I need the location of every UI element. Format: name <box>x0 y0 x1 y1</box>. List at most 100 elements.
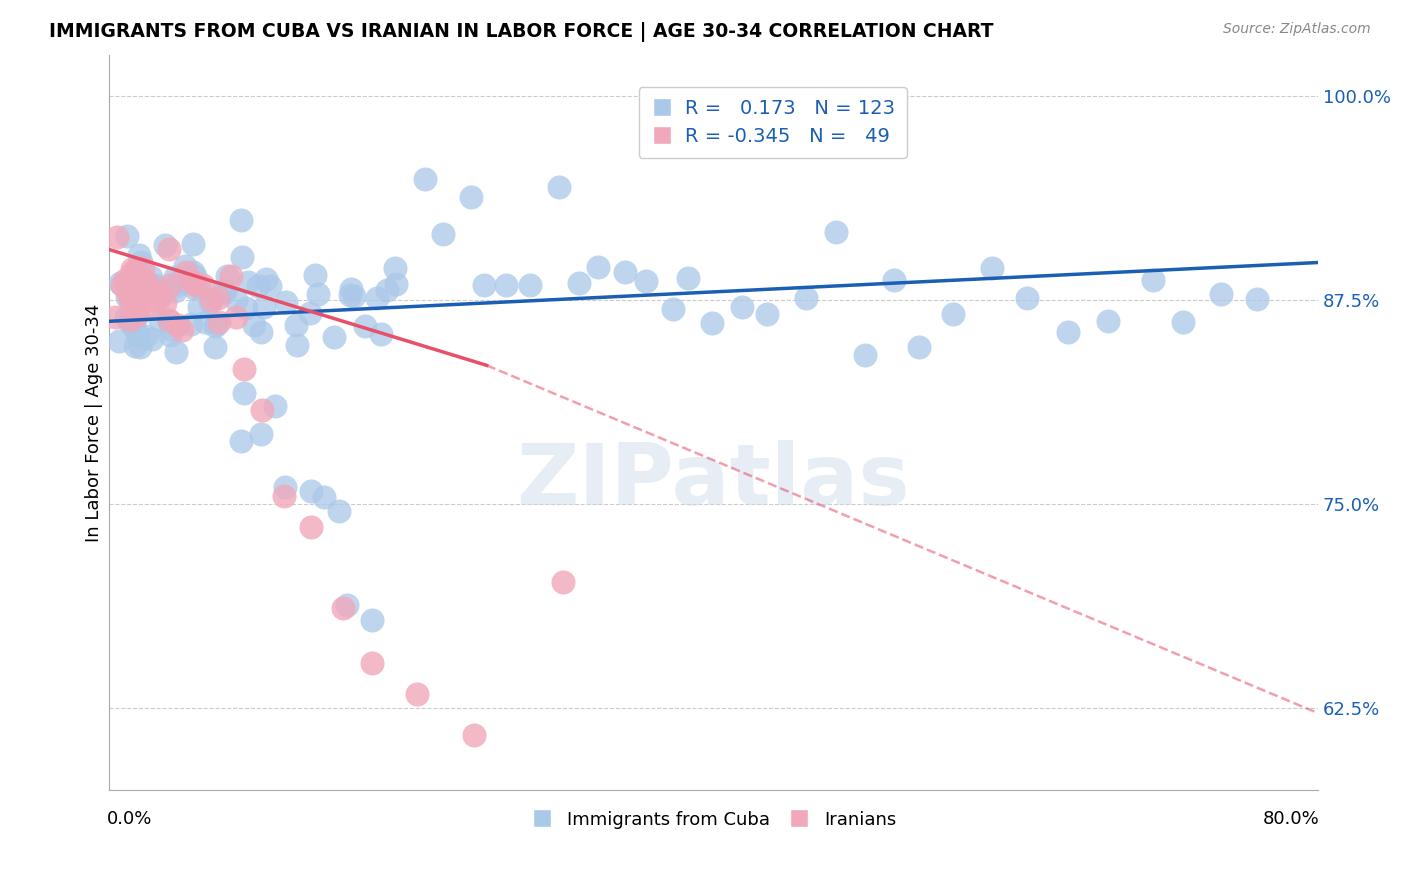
Point <box>264 399 287 413</box>
Point <box>361 656 384 670</box>
Point <box>150 286 173 301</box>
Point <box>142 301 165 315</box>
Text: IMMIGRANTS FROM CUBA VS IRANIAN IN LABOR FORCE | AGE 30-34 CORRELATION CHART: IMMIGRANTS FROM CUBA VS IRANIAN IN LABOR… <box>49 22 994 42</box>
Point <box>276 295 298 310</box>
Point <box>519 277 541 292</box>
Point <box>200 293 222 308</box>
Text: 80.0%: 80.0% <box>1263 810 1320 828</box>
Point <box>212 283 235 297</box>
Point <box>221 269 243 284</box>
Point <box>181 237 204 252</box>
Point <box>194 315 217 329</box>
Point <box>120 316 142 330</box>
Point <box>661 302 683 317</box>
Point <box>153 238 176 252</box>
Point <box>229 213 252 227</box>
Point <box>165 269 187 284</box>
Point <box>384 261 406 276</box>
Point <box>273 489 295 503</box>
Point <box>117 290 139 304</box>
Point <box>159 278 181 293</box>
Point <box>121 261 143 276</box>
Point <box>474 277 496 292</box>
Point <box>125 298 148 312</box>
Point <box>299 484 322 499</box>
Point <box>120 293 142 308</box>
Point <box>634 274 657 288</box>
Point <box>299 519 322 533</box>
Point <box>205 317 228 331</box>
Point <box>207 291 229 305</box>
Point <box>312 491 335 505</box>
Point <box>129 279 152 293</box>
Point <box>111 277 134 292</box>
Point <box>120 302 142 317</box>
Point <box>149 285 172 300</box>
Point <box>148 283 170 297</box>
Point <box>460 190 482 204</box>
Point <box>366 291 388 305</box>
Point <box>174 265 197 279</box>
Point <box>141 285 163 299</box>
Point <box>568 277 591 291</box>
Point <box>184 268 207 283</box>
Point <box>135 329 157 343</box>
Point <box>125 290 148 304</box>
Point <box>134 273 156 287</box>
Point <box>114 273 136 287</box>
Point <box>153 296 176 310</box>
Text: ZIPatlas: ZIPatlas <box>516 440 910 523</box>
Point <box>124 324 146 338</box>
Point <box>233 385 256 400</box>
Point <box>122 320 145 334</box>
Point <box>406 687 429 701</box>
Point <box>614 265 637 279</box>
Point <box>132 261 155 276</box>
Point <box>323 329 346 343</box>
Point <box>385 277 408 291</box>
Point <box>243 318 266 333</box>
Point <box>1017 291 1039 305</box>
Point <box>339 288 361 302</box>
Point <box>553 574 575 589</box>
Point <box>676 270 699 285</box>
Point <box>235 301 257 315</box>
Point <box>118 313 141 327</box>
Point <box>142 279 165 293</box>
Point <box>231 251 253 265</box>
Point <box>1097 314 1119 328</box>
Point <box>250 403 273 417</box>
Point <box>143 293 166 307</box>
Point <box>883 273 905 287</box>
Point <box>198 295 221 310</box>
Point <box>274 480 297 494</box>
Point <box>148 291 170 305</box>
Point <box>432 227 454 242</box>
Point <box>1142 273 1164 287</box>
Point <box>304 268 326 282</box>
Point <box>586 260 609 274</box>
Point <box>756 307 779 321</box>
Point <box>181 274 204 288</box>
Point <box>167 318 190 332</box>
Text: 0.0%: 0.0% <box>107 810 153 828</box>
Point <box>141 332 163 346</box>
Point <box>332 600 354 615</box>
Point <box>129 340 152 354</box>
Point <box>141 270 163 285</box>
Point <box>225 310 247 324</box>
Point <box>548 179 571 194</box>
Point <box>214 285 236 299</box>
Point <box>942 307 965 321</box>
Point <box>259 279 281 293</box>
Point <box>208 315 231 329</box>
Point <box>134 286 156 301</box>
Point <box>170 323 193 337</box>
Point <box>700 316 723 330</box>
Point <box>229 434 252 449</box>
Point <box>115 228 138 243</box>
Point <box>110 276 132 290</box>
Point <box>336 598 359 612</box>
Point <box>143 277 166 292</box>
Point <box>204 319 226 334</box>
